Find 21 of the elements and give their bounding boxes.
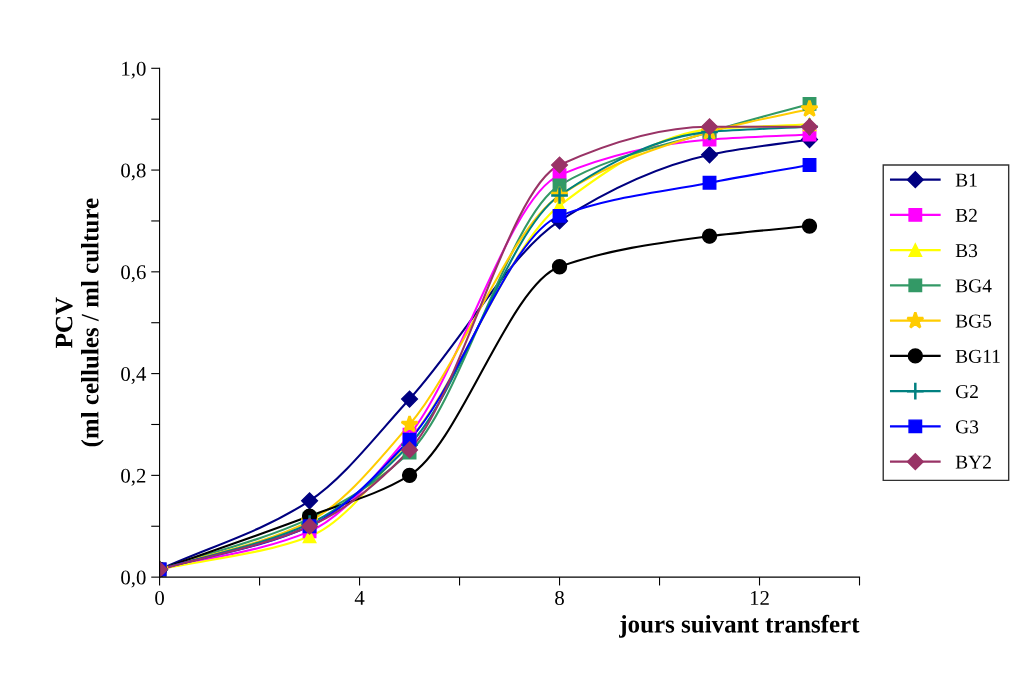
legend-label: B2	[955, 208, 977, 222]
y-tick-label: 0,4	[121, 366, 147, 385]
legend-label: BG4	[955, 279, 992, 293]
y-axis-title: PCV (ml cellules / ml culture	[55, 198, 104, 447]
x-tick-label: 8	[555, 590, 564, 605]
legend-label: G2	[955, 385, 978, 399]
y-tick-label: 0,6	[121, 265, 146, 283]
legend-label: G3	[955, 420, 979, 434]
y-tick-label: 0,8	[121, 163, 146, 181]
y-tick-label: 0,0	[121, 570, 146, 588]
legend-label: BG5	[955, 314, 992, 328]
x-axis-title: jours suivant transfert	[619, 614, 860, 638]
legend-label: BY2	[955, 455, 991, 469]
legend-label: B3	[955, 244, 978, 258]
legend-label: B1	[955, 173, 977, 187]
x-tick-label: 0	[155, 590, 164, 605]
y-tick-label: 0,2	[121, 468, 146, 486]
x-tick-label: 4	[354, 591, 365, 605]
legend-label: BG11	[955, 349, 1000, 363]
y-tick-label: 1,0	[122, 61, 146, 79]
x-tick-label: 12	[750, 590, 769, 605]
